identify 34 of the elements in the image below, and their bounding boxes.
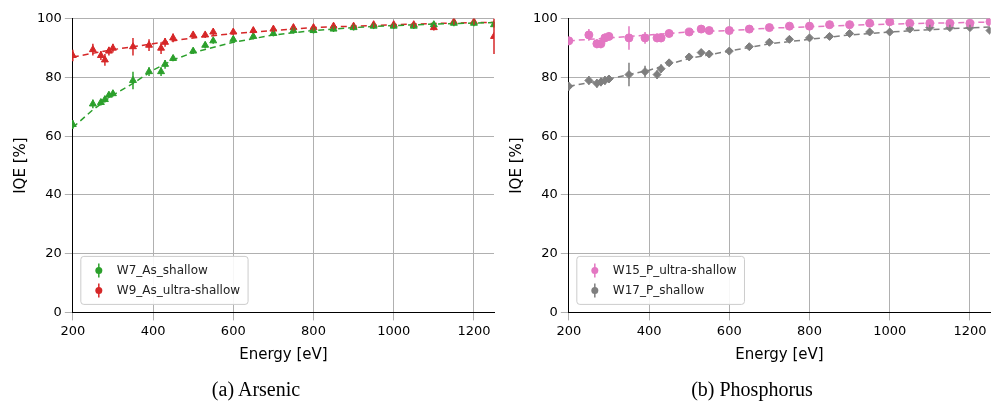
x-tick-label: 200	[60, 322, 86, 338]
x-tick-label: 1000	[873, 322, 907, 338]
x-tick-label: 800	[797, 322, 822, 338]
x-tick-label: 400	[636, 322, 662, 338]
y-tick-label: 80	[45, 68, 62, 84]
legend-label: W15_P_ultra-shallow	[612, 262, 737, 277]
y-tick-label: 20	[45, 245, 62, 261]
y-axis-title: IQE [%]	[10, 137, 29, 194]
y-tick-label: 40	[541, 186, 558, 202]
x-axis-title: Energy [eV]	[239, 344, 328, 363]
y-tick-label: 40	[45, 186, 62, 202]
y-axis-title: IQE [%]	[506, 137, 525, 194]
x-tick-label: 1000	[377, 322, 411, 338]
x-tick-label: 600	[716, 322, 742, 338]
x-tick-label: 600	[220, 322, 246, 338]
y-tick-label: 100	[36, 10, 62, 26]
legend-label: W9_As_ultra-shallow	[116, 282, 241, 297]
text: (a) Arsenic	[210, 378, 302, 401]
legend-label: W17_P_shallow	[612, 282, 705, 297]
y-tick-label: 60	[45, 127, 62, 143]
y-tick-label: 100	[532, 10, 558, 26]
x-tick-label: 1200	[457, 322, 491, 338]
x-tick-label: 1200	[953, 322, 987, 338]
text: (b) Phosphorus	[690, 378, 814, 401]
y-tick-label: 20	[541, 245, 558, 261]
legend-label: W7_As_shallow	[116, 262, 208, 277]
y-tick-label: 0	[549, 303, 558, 319]
x-tick-label: 200	[556, 322, 582, 338]
y-tick-label: 80	[541, 68, 558, 84]
x-tick-label: 400	[140, 322, 166, 338]
x-axis-title: Energy [eV]	[735, 344, 824, 363]
y-tick-label: 0	[53, 303, 62, 319]
y-tick-label: 60	[541, 127, 558, 143]
x-tick-label: 800	[301, 322, 326, 338]
